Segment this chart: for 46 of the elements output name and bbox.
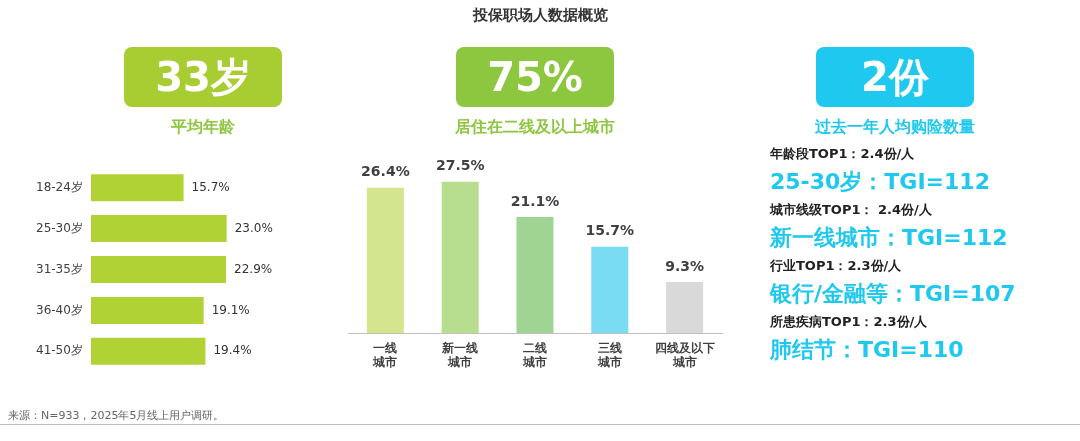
- text: 新一线城市：TGI=112: [770, 224, 1009, 252]
- text: 行业TOP1：2.3份/人: [770, 257, 903, 275]
- badge: 75%: [456, 47, 614, 107]
- y-tick-label: 31-35岁: [35, 261, 83, 276]
- chart-subtitle: 平均年龄: [171, 117, 235, 138]
- text: 过去一年人均购险数量: [815, 117, 975, 138]
- text: 所患疾病TOP1：2.3份/人: [770, 313, 929, 331]
- text: 银行/金融等：TGI=107: [770, 280, 1017, 308]
- data-label: 27.5%: [435, 157, 485, 174]
- x-tick-label: 新一线城市: [441, 340, 479, 369]
- y-tick-label: 18-24岁: [35, 179, 83, 194]
- text: 城市线级TOP1： 2.4份/人: [770, 201, 933, 219]
- data-label: 15.7%: [585, 222, 635, 239]
- data-label: 21.1%: [510, 192, 560, 209]
- badge: 33岁: [124, 47, 282, 107]
- text: 肺结节：TGI=110: [770, 336, 965, 364]
- badge: 2份: [816, 47, 974, 107]
- chart-subtitle: 居住在二线及以上城市: [455, 117, 615, 138]
- bar: [591, 246, 629, 334]
- x-tick-label: 二线城市: [522, 340, 547, 369]
- text: 投保职场人数据概览: [471, 6, 609, 25]
- data-label: 15.7%: [191, 179, 230, 194]
- source-note: 来源：N=933，2025年5月线上用户调研。: [8, 408, 225, 423]
- data-label: 19.4%: [213, 343, 252, 358]
- data-label: 19.1%: [211, 302, 250, 317]
- bar: [366, 187, 404, 334]
- x-tick-label: 三线城市: [596, 340, 622, 369]
- bar: [90, 337, 206, 365]
- x-tick-label: 一线城市: [372, 340, 398, 369]
- y-tick-label: 36-40岁: [35, 302, 83, 317]
- data-label: 26.4%: [361, 163, 410, 180]
- bar: [90, 256, 227, 283]
- y-tick-label: 41-50岁: [35, 343, 83, 358]
- text: 25-30岁：TGI=112: [770, 168, 991, 196]
- bar: [516, 217, 554, 334]
- bar: [90, 174, 184, 202]
- text: 年龄段TOP1：2.4份/人: [770, 145, 916, 163]
- bar: [441, 181, 479, 334]
- data-label: 23.0%: [234, 220, 273, 235]
- data-label: 22.9%: [234, 261, 273, 276]
- bar: [90, 215, 227, 243]
- data-label: 9.3%: [665, 257, 705, 274]
- bar: [666, 281, 704, 334]
- y-tick-label: 25-30岁: [35, 220, 83, 235]
- bar: [90, 296, 204, 324]
- x-tick-label: 四线及以下城市: [654, 340, 715, 369]
